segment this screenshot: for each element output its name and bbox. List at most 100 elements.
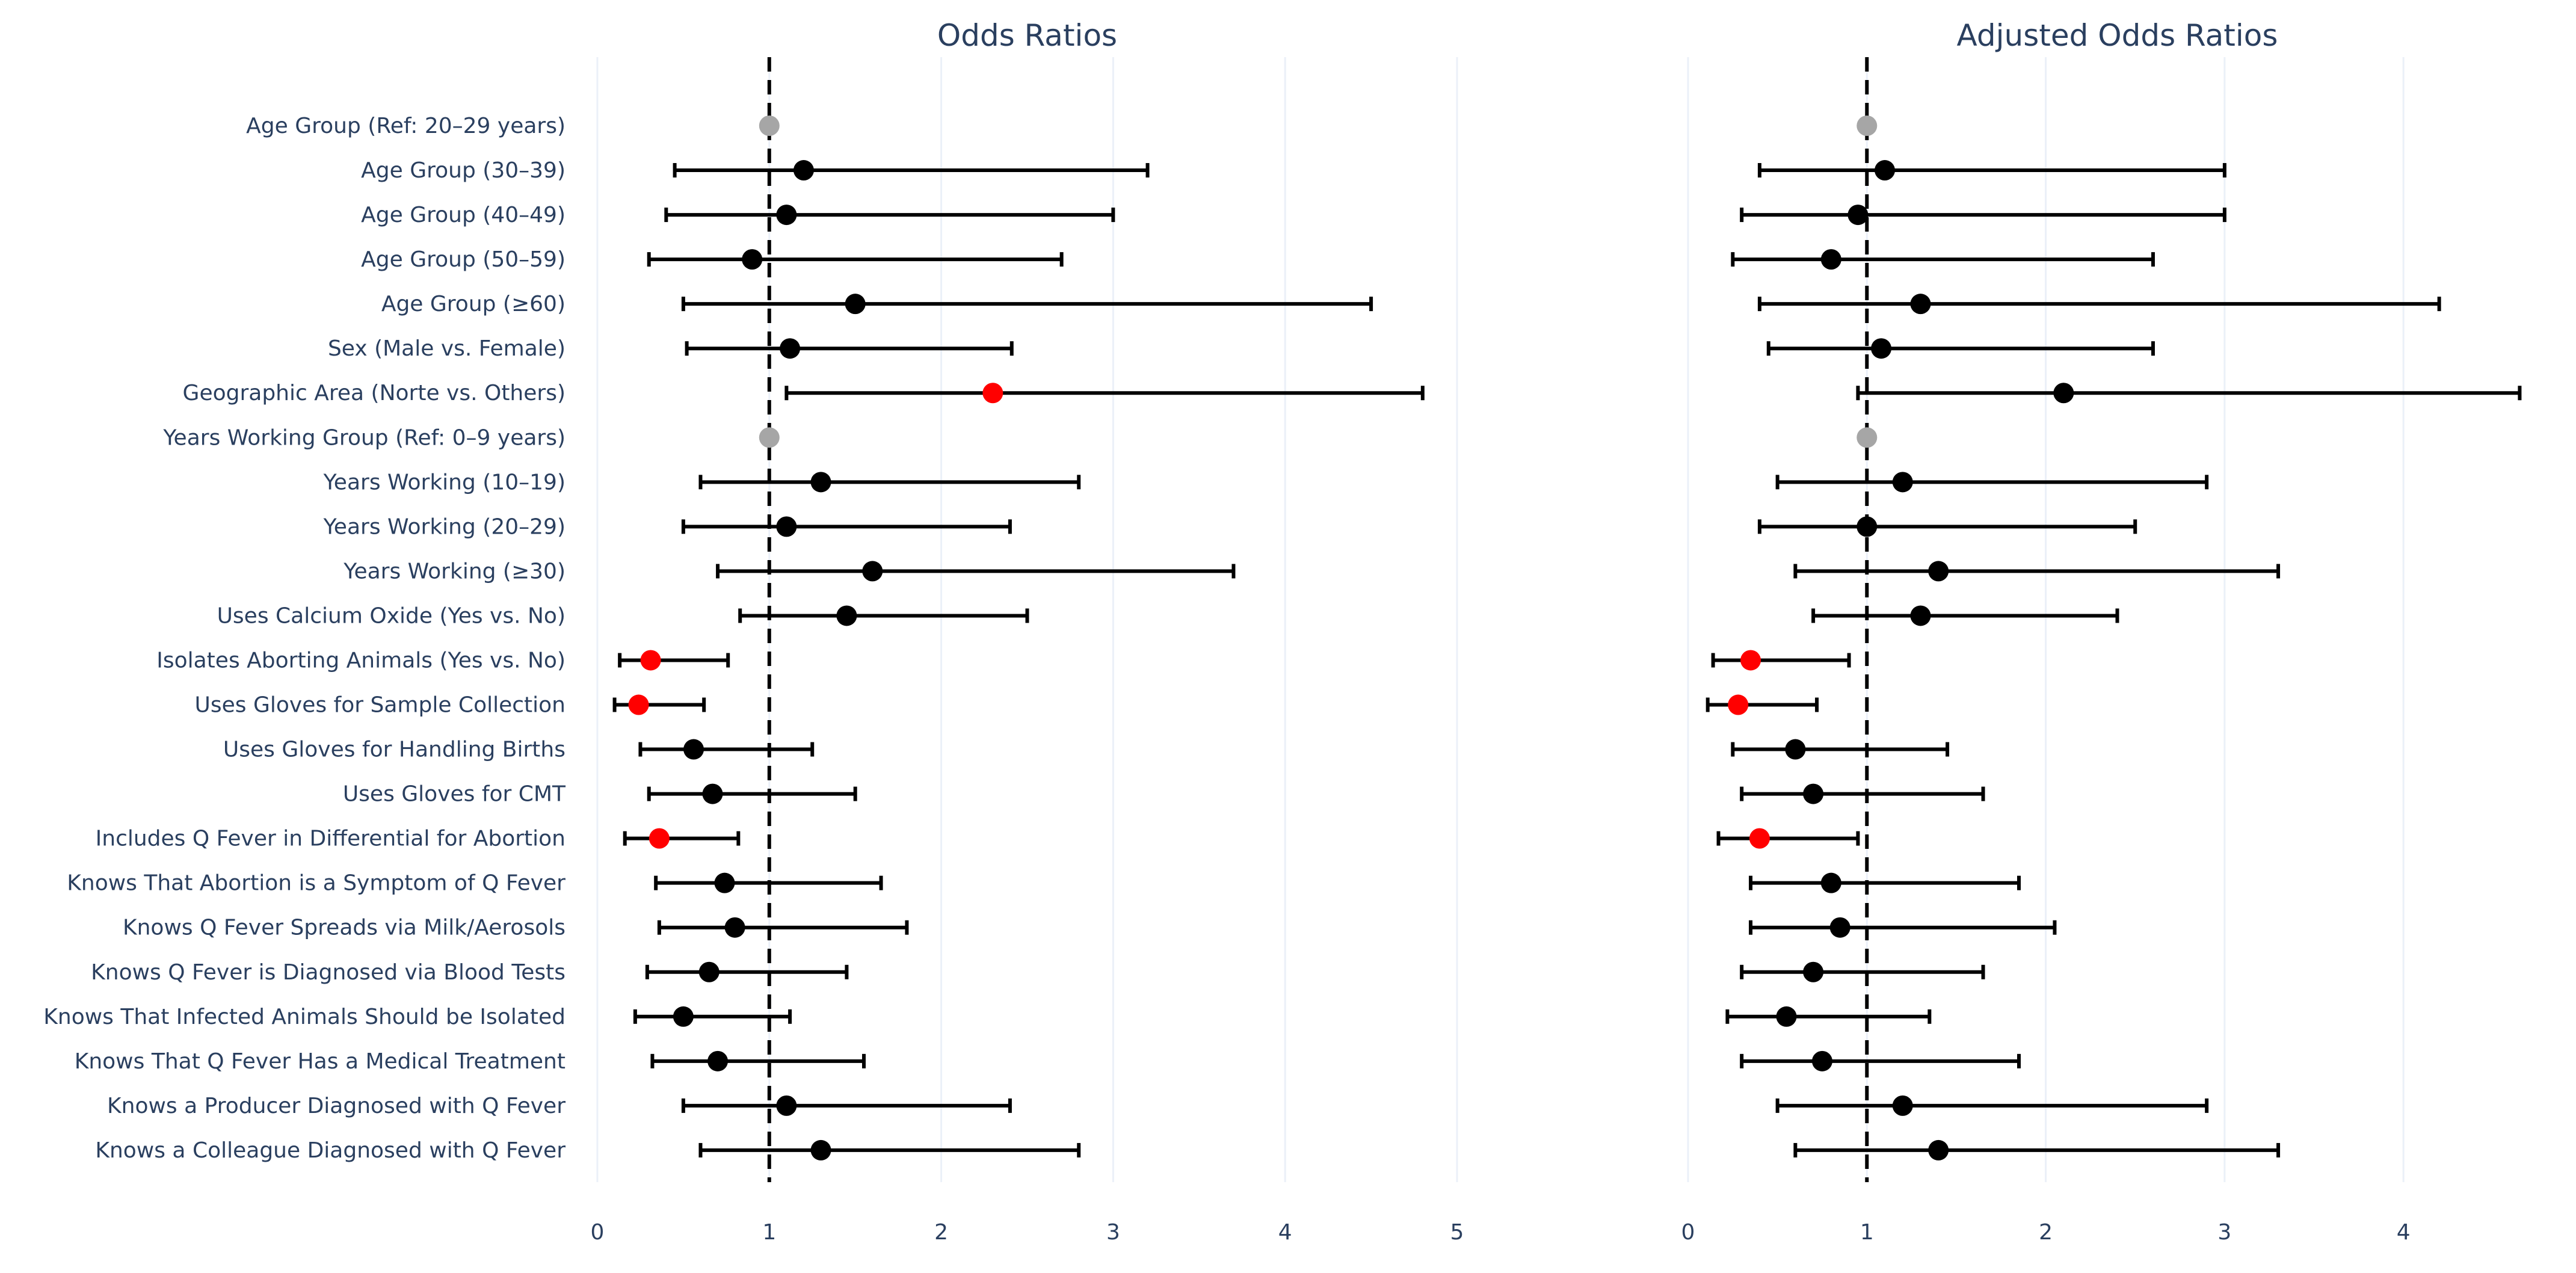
or-point: [1857, 516, 1878, 537]
or-point: [1892, 472, 1913, 493]
or-point: [1803, 783, 1824, 804]
row-includes-q-fever-in-differential-for-abortion: Includes Q Fever in Differential for Abo…: [96, 827, 741, 851]
x-tick-label: 2: [934, 1220, 948, 1245]
x-tick-label: 3: [2217, 1220, 2231, 1245]
panel-title: Odds Ratios: [937, 18, 1117, 53]
row-label: Years Working (≥30): [343, 559, 565, 584]
panel-title: Adjusted Odds Ratios: [1957, 18, 2278, 53]
row-uses-gloves-for-cmt: [1740, 783, 1985, 804]
significant-or-point: [649, 828, 670, 849]
row-uses-calcium-oxide-yes-vs-no: [1811, 605, 2119, 626]
row-label: Knows a Producer Diagnosed with Q Fever: [107, 1094, 565, 1118]
x-tick-label: 3: [1106, 1220, 1120, 1245]
row-label: Uses Gloves for Sample Collection: [195, 693, 565, 718]
row-includes-q-fever-in-differential-for-abortion: [1716, 828, 1860, 849]
row-knows-that-infected-animals-should-be-isolated: [1725, 1006, 1932, 1027]
or-point: [724, 917, 745, 938]
x-tick-label: 0: [591, 1220, 605, 1245]
or-point: [810, 1139, 831, 1160]
row-knows-q-fever-is-diagnosed-via-blood-tests: [1740, 961, 1985, 982]
row-sex-male-vs-female: [1766, 338, 2155, 359]
row-knows-that-abortion-is-a-symptom-of-q-fever: Knows That Abortion is a Symptom of Q Fe…: [67, 871, 883, 896]
or-point: [1820, 872, 1841, 893]
significant-or-point: [1728, 694, 1749, 715]
x-tick-label: 2: [2039, 1220, 2053, 1245]
or-point: [702, 783, 723, 804]
row-knows-q-fever-spreads-via-milk-aerosols: Knows Q Fever Spreads via Milk/Aerosols: [123, 916, 909, 940]
row-years-working-10-19: [1775, 472, 2209, 493]
or-point: [1820, 249, 1841, 270]
row-years-working-30: [1793, 561, 2281, 582]
row-label: Age Group (40–49): [361, 203, 565, 227]
row-label: Isolates Aborting Animals (Yes vs. No): [156, 648, 565, 673]
row-age-group-30-39: Age Group (30–39): [361, 158, 1150, 183]
row-sex-male-vs-female: Sex (Male vs. Female): [328, 336, 1014, 361]
row-label: Knows That Infected Animals Should be Is…: [43, 1005, 565, 1029]
row-knows-that-q-fever-has-a-medical-treatment: Knows That Q Fever Has a Medical Treatme…: [75, 1049, 866, 1074]
or-point: [836, 605, 857, 626]
row-years-working-20-29: [1757, 516, 2137, 537]
or-point: [1871, 338, 1892, 359]
row-isolates-aborting-animals-yes-vs-no: Isolates Aborting Animals (Yes vs. No): [156, 648, 730, 673]
row-label: Age Group (Ref: 20–29 years): [246, 114, 565, 138]
row-age-group-40-49: Age Group (40–49): [361, 203, 1115, 227]
or-point: [1847, 205, 1869, 226]
row-label: Geographic Area (Norte vs. Others): [183, 381, 565, 405]
row-knows-a-producer-diagnosed-with-q-fever: Knows a Producer Diagnosed with Q Fever: [107, 1094, 1012, 1118]
row-label: Uses Calcium Oxide (Yes vs. No): [217, 603, 565, 628]
row-label: Sex (Male vs. Female): [328, 336, 565, 361]
row-age-group-50-59: [1731, 249, 2155, 270]
row-uses-gloves-for-sample-collection: Uses Gloves for Sample Collection: [195, 693, 706, 718]
or-point: [845, 294, 866, 315]
row-knows-a-colleague-diagnosed-with-q-fever: [1793, 1139, 2281, 1160]
reference-point: [759, 427, 780, 448]
row-age-group-ref-20-29-years: Age Group (Ref: 20–29 years): [246, 114, 780, 138]
or-point: [2053, 383, 2074, 404]
row-age-group-60: [1757, 294, 2441, 315]
x-tick-label: 4: [1278, 1220, 1292, 1245]
or-point: [810, 472, 831, 493]
row-label: Uses Gloves for CMT: [343, 782, 566, 807]
row-years-working-20-29: Years Working (20–29): [323, 514, 1012, 539]
row-label: Knows a Colleague Diagnosed with Q Fever: [95, 1138, 565, 1163]
or-point: [1776, 1006, 1797, 1027]
or-point: [1928, 561, 1949, 582]
row-knows-a-producer-diagnosed-with-q-fever: [1775, 1095, 2209, 1116]
significant-or-point: [628, 694, 649, 715]
x-tick-label: 5: [1450, 1220, 1464, 1245]
x-tick-label: 0: [1681, 1220, 1695, 1245]
row-knows-that-infected-animals-should-be-isolated: Knows That Infected Animals Should be Is…: [43, 1005, 792, 1029]
row-uses-gloves-for-sample-collection: [1706, 694, 1819, 715]
row-label: Knows That Q Fever Has a Medical Treatme…: [75, 1049, 565, 1074]
row-years-working-group-ref-0-9-years: Years Working Group (Ref: 0–9 years): [162, 425, 780, 450]
row-uses-gloves-for-cmt: Uses Gloves for CMT: [343, 782, 857, 807]
or-point: [1875, 160, 1896, 181]
row-age-group-60: Age Group (≥60): [381, 292, 1373, 316]
or-point: [673, 1006, 694, 1027]
significant-or-point: [1740, 650, 1761, 671]
row-label: Knows Q Fever is Diagnosed via Blood Tes…: [91, 960, 565, 985]
or-point: [714, 872, 735, 893]
row-label: Knows Q Fever Spreads via Milk/Aerosols: [123, 916, 565, 940]
or-point: [1829, 917, 1850, 938]
or-point: [698, 961, 719, 982]
row-age-group-ref-20-29-years: [1857, 116, 1878, 136]
row-geographic-area-norte-vs-others: Geographic Area (Norte vs. Others): [183, 381, 1425, 405]
row-knows-q-fever-spreads-via-milk-aerosols: [1749, 917, 2057, 938]
row-label: Age Group (30–39): [361, 158, 565, 183]
or-point: [776, 516, 797, 537]
or-point: [1928, 1139, 1949, 1160]
row-age-group-50-59: Age Group (50–59): [361, 247, 1064, 272]
row-years-working-group-ref-0-9-years: [1857, 427, 1878, 448]
row-knows-that-q-fever-has-a-medical-treatment: [1740, 1050, 2021, 1071]
significant-or-point: [982, 383, 1003, 404]
row-geographic-area-norte-vs-others: [1856, 383, 2522, 404]
row-age-group-40-49: [1740, 205, 2226, 226]
row-years-working-30: Years Working (≥30): [343, 559, 1236, 584]
reference-point: [759, 116, 780, 136]
row-label: Age Group (≥60): [381, 292, 565, 316]
reference-point: [1857, 427, 1878, 448]
significant-or-point: [1749, 828, 1770, 849]
or-point: [683, 739, 704, 760]
row-uses-gloves-for-handling-births: [1731, 739, 1950, 760]
